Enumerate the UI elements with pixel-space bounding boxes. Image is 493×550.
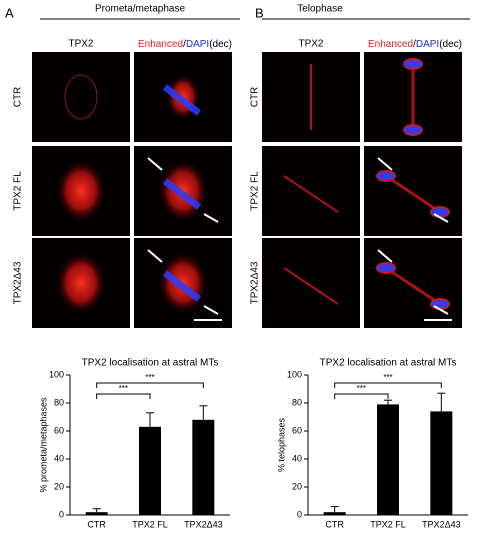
x-tick-label: TPX2Δ43	[184, 519, 223, 529]
header-part: Enhanced	[368, 39, 413, 50]
x-tick-label: CTR	[325, 519, 344, 529]
column-header: Enhanced/DAPI(dec)	[138, 39, 232, 50]
dna	[162, 178, 202, 210]
y-tick-label: 80	[54, 397, 64, 407]
y-tick-label: 100	[287, 369, 302, 379]
panel-label: B	[255, 5, 264, 20]
y-tick-label: 60	[54, 425, 64, 435]
header-part: /	[413, 39, 416, 50]
y-tick-label: 60	[292, 425, 302, 435]
y-tick-label: 40	[54, 453, 64, 463]
micrograph	[32, 52, 130, 142]
arrow	[377, 157, 393, 171]
signal	[64, 74, 98, 120]
significance-bracket	[334, 382, 442, 388]
signal	[385, 266, 441, 306]
significance-bracket	[96, 382, 204, 388]
header-part: Enhanced	[138, 39, 183, 50]
chart-title: TPX2 localisation at astral MTs	[82, 358, 219, 369]
signal	[57, 161, 105, 221]
arrow	[203, 305, 219, 315]
dna	[162, 84, 202, 116]
chart-title: TPX2 localisation at astral MTs	[320, 358, 457, 369]
significance-label: ***	[383, 373, 392, 382]
arrow	[203, 213, 219, 223]
y-tick-label: 0	[297, 509, 302, 519]
signal	[57, 253, 105, 313]
arrow	[433, 213, 449, 223]
y-axis-label: % prometa/metaphases	[38, 397, 48, 493]
x-tick-label: CTR	[87, 519, 106, 529]
significance-bracket	[96, 393, 151, 399]
bar	[430, 411, 453, 515]
bar	[85, 512, 108, 515]
header-part: (dec)	[439, 39, 462, 50]
y-tick-label: 100	[49, 369, 64, 379]
bar	[377, 404, 399, 515]
bar	[323, 512, 346, 515]
significance-bracket	[334, 393, 389, 399]
row-label: CTR	[13, 87, 24, 108]
micrograph	[262, 146, 360, 236]
dna	[162, 270, 202, 302]
significance-label: ***	[145, 373, 154, 382]
dna	[404, 60, 422, 68]
arrow	[433, 305, 449, 315]
row-label: TPX2 FL	[13, 171, 24, 211]
dna	[377, 172, 395, 180]
dna	[404, 126, 422, 134]
header-part: DAPI	[186, 39, 209, 50]
row-label: CTR	[250, 87, 261, 108]
y-tick-label: 0	[59, 509, 64, 519]
significance-label: ***	[357, 384, 366, 393]
row-label: TPX2Δ43	[13, 261, 24, 304]
column-header: TPX2	[68, 39, 93, 50]
x-tick-label: TPX2Δ43	[422, 519, 461, 529]
panel-heading: Telophase	[297, 4, 343, 15]
dna	[377, 264, 395, 272]
bar	[192, 419, 215, 515]
column-header: TPX2	[298, 39, 323, 50]
y-tick-label: 40	[292, 453, 302, 463]
panel-label: A	[5, 5, 14, 20]
row-label: TPX2 FL	[250, 171, 261, 211]
x-tick-label: TPX2 FL	[370, 519, 406, 529]
header-part: /	[183, 39, 186, 50]
signal	[283, 267, 339, 305]
y-axis-label: % telophases	[276, 417, 286, 472]
arrow	[147, 249, 163, 263]
micrograph	[262, 238, 360, 328]
y-tick-label: 20	[54, 481, 64, 491]
signal	[283, 175, 339, 213]
column-header: Enhanced/DAPI(dec)	[368, 39, 462, 50]
signal	[385, 174, 441, 214]
significance-label: ***	[119, 384, 128, 393]
arrow	[377, 249, 393, 263]
panel-heading: Prometa/metaphase	[95, 4, 185, 15]
y-tick-label: 20	[292, 481, 302, 491]
header-part: (dec)	[209, 39, 232, 50]
arrow	[147, 157, 163, 171]
row-label: TPX2Δ43	[250, 261, 261, 304]
y-tick-label: 80	[292, 397, 302, 407]
x-tick-label: TPX2 FL	[132, 519, 168, 529]
bar	[139, 426, 161, 515]
header-part: DAPI	[416, 39, 439, 50]
